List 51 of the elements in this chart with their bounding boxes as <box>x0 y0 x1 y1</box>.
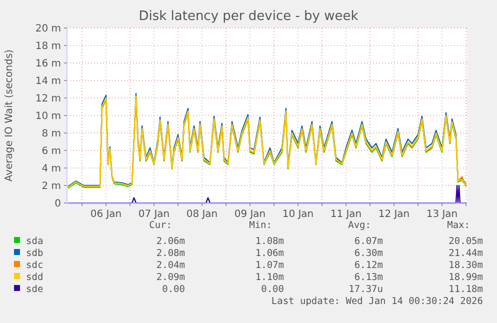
text: Min: <box>249 220 272 231</box>
y-tick-label: 8 m <box>42 128 61 140</box>
text: 2.09m <box>156 272 186 283</box>
text: 6.30m <box>354 248 384 259</box>
text: Max: <box>447 220 470 231</box>
y-tick-label: 4 m <box>42 164 61 174</box>
y-tick-label: 0 <box>54 198 61 210</box>
text: 6.12m <box>354 260 384 271</box>
legend-label: sdc <box>26 260 44 271</box>
text: 0.00 <box>261 284 284 295</box>
text: 1.08m <box>255 236 284 247</box>
text: 18.99m <box>448 272 484 283</box>
text: 2.08m <box>156 248 186 259</box>
y-tick-label: 12 m <box>35 94 61 104</box>
text: 1.06m <box>255 248 284 259</box>
x-tick-label: 12 Jan <box>378 209 410 220</box>
chart-title: Disk latency per device - by week <box>138 9 359 24</box>
text: 0.00 <box>162 284 186 295</box>
text: Cur: <box>149 220 172 231</box>
y-tick-label: 6 m <box>42 146 61 157</box>
text: 6.13m <box>354 272 384 283</box>
text: 17.37u <box>348 284 383 295</box>
text: Avg: <box>348 220 371 231</box>
text: 6.07m <box>354 236 384 247</box>
x-tick-label: 09 Jan <box>234 209 266 220</box>
x-tick-label: 07 Jan <box>138 209 170 220</box>
text: 2.06m <box>156 236 186 247</box>
text: 11.18m <box>448 284 484 295</box>
y-tick-label: 16 m <box>35 58 61 70</box>
text: 21.44m <box>448 248 484 259</box>
text: Last update: Wed Jan 14 00:30:24 2026 <box>271 296 484 307</box>
x-tick-label: 11 Jan <box>330 209 362 220</box>
x-tick-label: 06 Jan <box>90 209 122 220</box>
text: 18.30m <box>448 260 484 271</box>
y-tick-label: 20 m <box>35 24 61 34</box>
legend-label: sdb <box>26 248 44 259</box>
legend-label: sda <box>26 236 44 247</box>
x-tick-label: 13 Jan <box>426 209 458 220</box>
text: 1.10m <box>255 272 284 283</box>
y-axis-title: Average IO Wait (seconds) <box>4 49 15 182</box>
legend-label: sdd <box>26 272 44 283</box>
text: 2.04m <box>156 260 186 271</box>
y-tick-label: 18 m <box>35 41 61 52</box>
y-tick-label: 14 m <box>35 76 61 87</box>
text: 1.07m <box>255 260 284 271</box>
x-tick-label: 10 Jan <box>282 209 314 220</box>
y-tick-label: 10 m <box>35 111 61 122</box>
legend-label: sde <box>26 284 44 295</box>
x-tick-label: 08 Jan <box>186 209 218 220</box>
y-tick-label: 2 m <box>42 181 61 192</box>
text: 20.05m <box>448 236 484 247</box>
